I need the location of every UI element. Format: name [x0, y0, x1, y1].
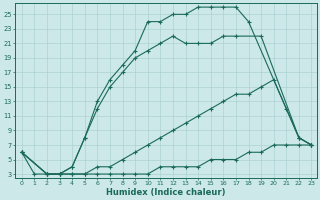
X-axis label: Humidex (Indice chaleur): Humidex (Indice chaleur) — [106, 188, 226, 197]
